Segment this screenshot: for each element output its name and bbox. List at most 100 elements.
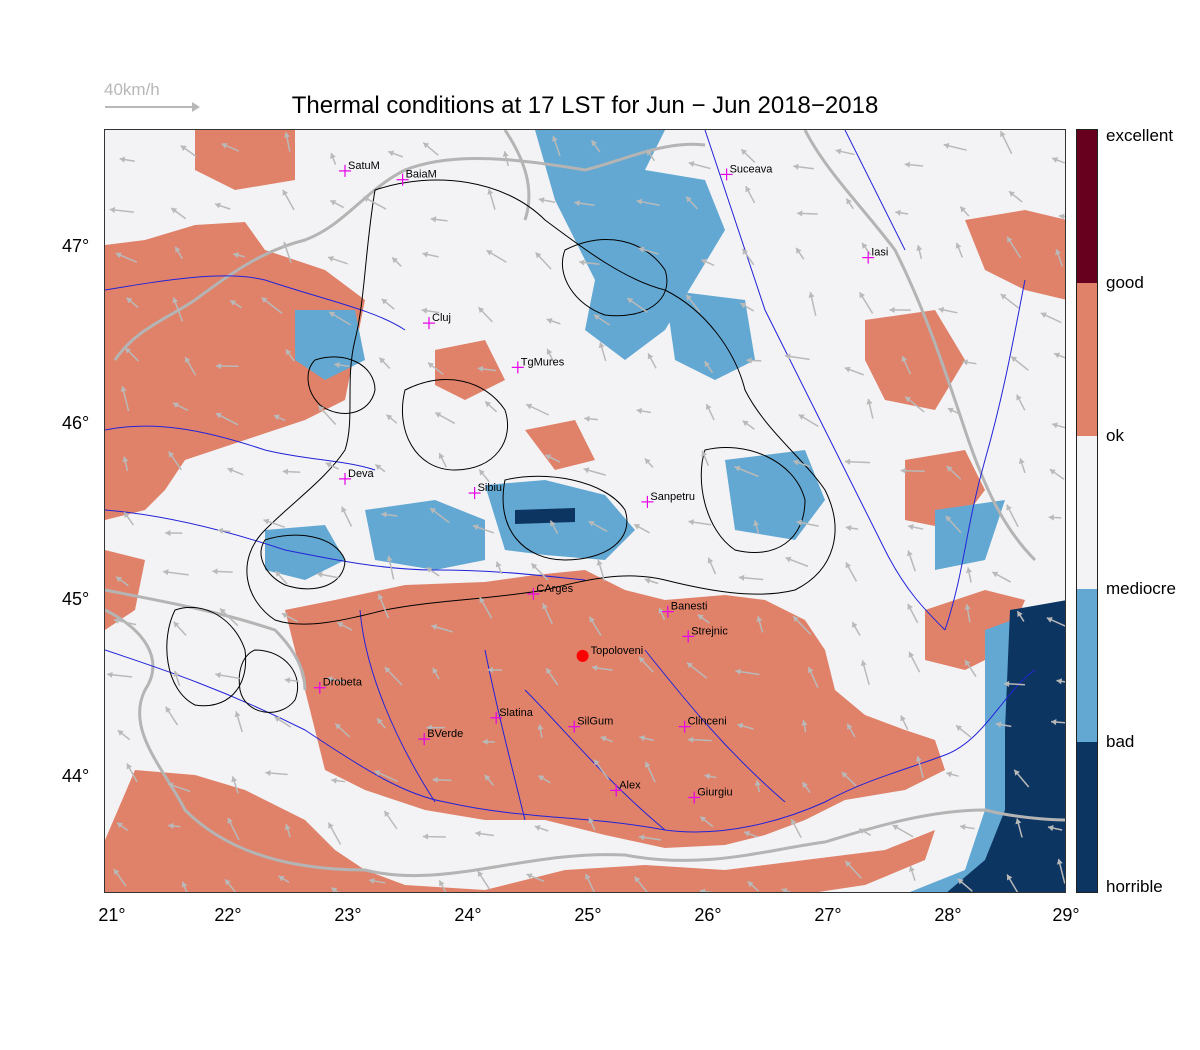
contour-line: [561, 239, 668, 317]
wind-arrow: [388, 150, 404, 158]
city-marker: Clinceni: [678, 716, 727, 733]
wind-arrow: [1056, 858, 1065, 884]
city-marker: SilGum: [568, 716, 613, 733]
good-area: [525, 420, 595, 470]
wind-arrow: [1053, 352, 1065, 359]
city-marker: Banesti: [661, 601, 708, 618]
city-label: Giurgiu: [697, 786, 732, 798]
wind-arrow: [908, 865, 916, 881]
wind-arrow: [959, 206, 970, 217]
wind-arrow: [858, 828, 872, 836]
wind-arrow: [172, 297, 184, 322]
wind-arrow: [901, 355, 912, 375]
city-label: Sanpetru: [650, 491, 695, 503]
wind-arrow: [526, 873, 545, 883]
wind-arrow: [742, 420, 755, 430]
city-marker: Iasi: [862, 247, 888, 264]
city-label: BaiaM: [406, 169, 437, 181]
wind-arrow: [384, 666, 403, 686]
wind-arrow: [966, 567, 973, 583]
wind-arrow: [170, 207, 187, 220]
wind-arrow: [792, 459, 811, 468]
wind-arrow: [180, 144, 197, 158]
wind-arrow: [1051, 157, 1065, 164]
wind-arrow: [658, 607, 666, 620]
wind-arrow: [1003, 680, 1025, 687]
wind-arrow: [231, 776, 239, 794]
wind-arrow: [381, 298, 395, 310]
wind-arrow: [845, 198, 854, 210]
wind-arrow: [584, 415, 599, 422]
wind-arrow: [162, 569, 189, 576]
wind-arrow: [915, 755, 924, 779]
city-label: Drobeta: [323, 677, 363, 689]
wind-arrow: [113, 868, 127, 887]
wind-arrow: [962, 359, 977, 366]
wind-arrow: [534, 825, 549, 832]
city-label: SilGum: [577, 716, 613, 728]
border-line: [105, 608, 1065, 878]
wind-arrow: [484, 400, 498, 413]
colorbar-label-ok: ok: [1106, 426, 1124, 445]
wind-arrow: [1008, 190, 1023, 203]
wind-arrow: [1010, 355, 1029, 371]
colorbar: [1076, 129, 1098, 893]
bad-area: [725, 450, 825, 540]
wind-arrow: [904, 161, 924, 168]
city-marker: Drobeta: [313, 677, 363, 694]
wind-arrow: [477, 306, 493, 323]
city-marker: Giurgiu: [688, 786, 733, 804]
wind-arrow: [265, 769, 288, 777]
wind-arrow: [472, 524, 495, 534]
wind-arrow: [634, 876, 648, 892]
wind-arrow: [636, 198, 660, 206]
river-line: [644, 649, 786, 803]
wind-arrow: [215, 362, 239, 370]
wind-arrow: [530, 562, 549, 581]
wind-arrow: [273, 414, 286, 422]
wind-arrow: [844, 860, 862, 879]
wind-arrow: [227, 467, 244, 476]
map-panel[interactable]: SatuM BaiaM Suceava Iasi Cluj TgMures Deva Sibi…: [104, 129, 1066, 893]
wind-arrow: [487, 188, 496, 210]
wind-arrow: [743, 830, 758, 838]
wind-arrow: [486, 249, 507, 263]
wind-arrow: [120, 385, 130, 412]
wind-arrow: [224, 878, 237, 892]
city-label: Sibiu: [478, 482, 502, 494]
wind-arrow: [945, 515, 962, 534]
wind-arrow: [688, 161, 711, 170]
wind-arrow: [686, 662, 708, 679]
wind-arrow: [168, 822, 181, 829]
wind-arrow: [908, 651, 921, 673]
wind-arrow: [784, 353, 810, 361]
wind-arrow: [219, 607, 239, 627]
city-marker: Sibiu: [468, 482, 502, 500]
wind-arrow: [938, 306, 958, 314]
city-label: TgMures: [521, 356, 565, 368]
lon-label-25: 25°: [574, 905, 602, 925]
wind-arrow: [422, 141, 439, 156]
border-line: [503, 130, 531, 221]
wind-arrow: [537, 774, 551, 784]
wind-arrow: [282, 241, 292, 264]
wind-arrow: [861, 242, 872, 256]
wind-arrow: [115, 252, 138, 263]
wind-arrow: [341, 506, 353, 527]
wind-arrow: [801, 781, 811, 794]
lon-label-24: 24°: [454, 905, 482, 925]
river-line: [844, 130, 906, 251]
wind-arrow: [946, 771, 959, 778]
wind-scale-arrow-icon: [105, 102, 200, 112]
wind-arrow: [181, 881, 188, 892]
wind-arrow: [866, 398, 874, 419]
wind-arrow: [792, 615, 812, 635]
wind-arrow: [421, 307, 440, 314]
wind-arrow: [943, 142, 967, 151]
wind-arrow: [282, 189, 295, 211]
wind-arrow: [895, 209, 909, 216]
lat-label-46: 46°: [62, 413, 90, 433]
wind-arrow: [585, 873, 595, 892]
lat-label-47: 47°: [62, 236, 90, 256]
wind-arrow: [1006, 504, 1019, 528]
